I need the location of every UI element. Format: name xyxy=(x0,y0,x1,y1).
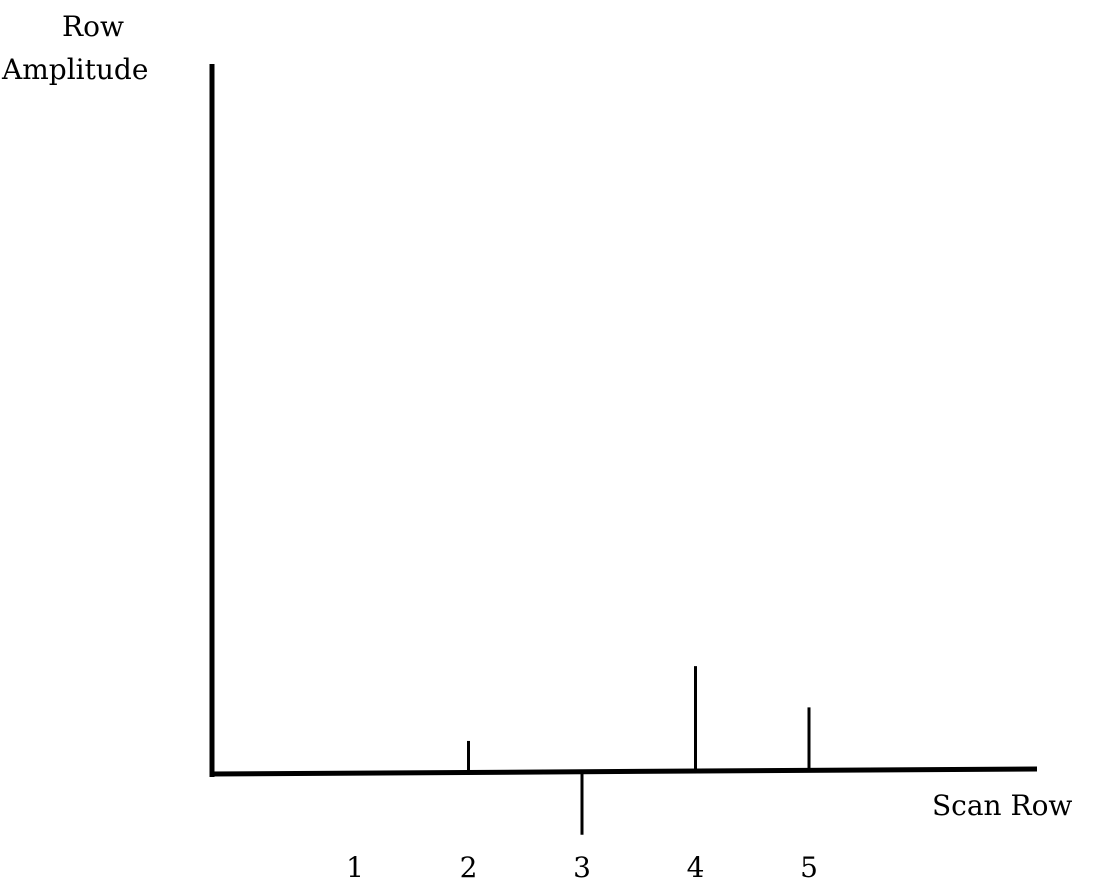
tick-label-group: 1 2 3 4 5 xyxy=(346,851,818,884)
x-axis-line xyxy=(209,766,1038,777)
x-tick-label-3: 3 xyxy=(573,851,591,884)
x-tick-label-1: 1 xyxy=(346,851,364,884)
bar-group xyxy=(467,666,811,835)
x-tick-label-4: 4 xyxy=(687,851,705,884)
y-axis-label-line1: Row xyxy=(62,10,124,43)
x-tick-label-2: 2 xyxy=(460,851,478,884)
x-tick-label-5: 5 xyxy=(800,851,818,884)
y-axis-label-line2: Amplitude xyxy=(2,53,149,86)
x-axis-label: Scan Row xyxy=(932,789,1073,822)
